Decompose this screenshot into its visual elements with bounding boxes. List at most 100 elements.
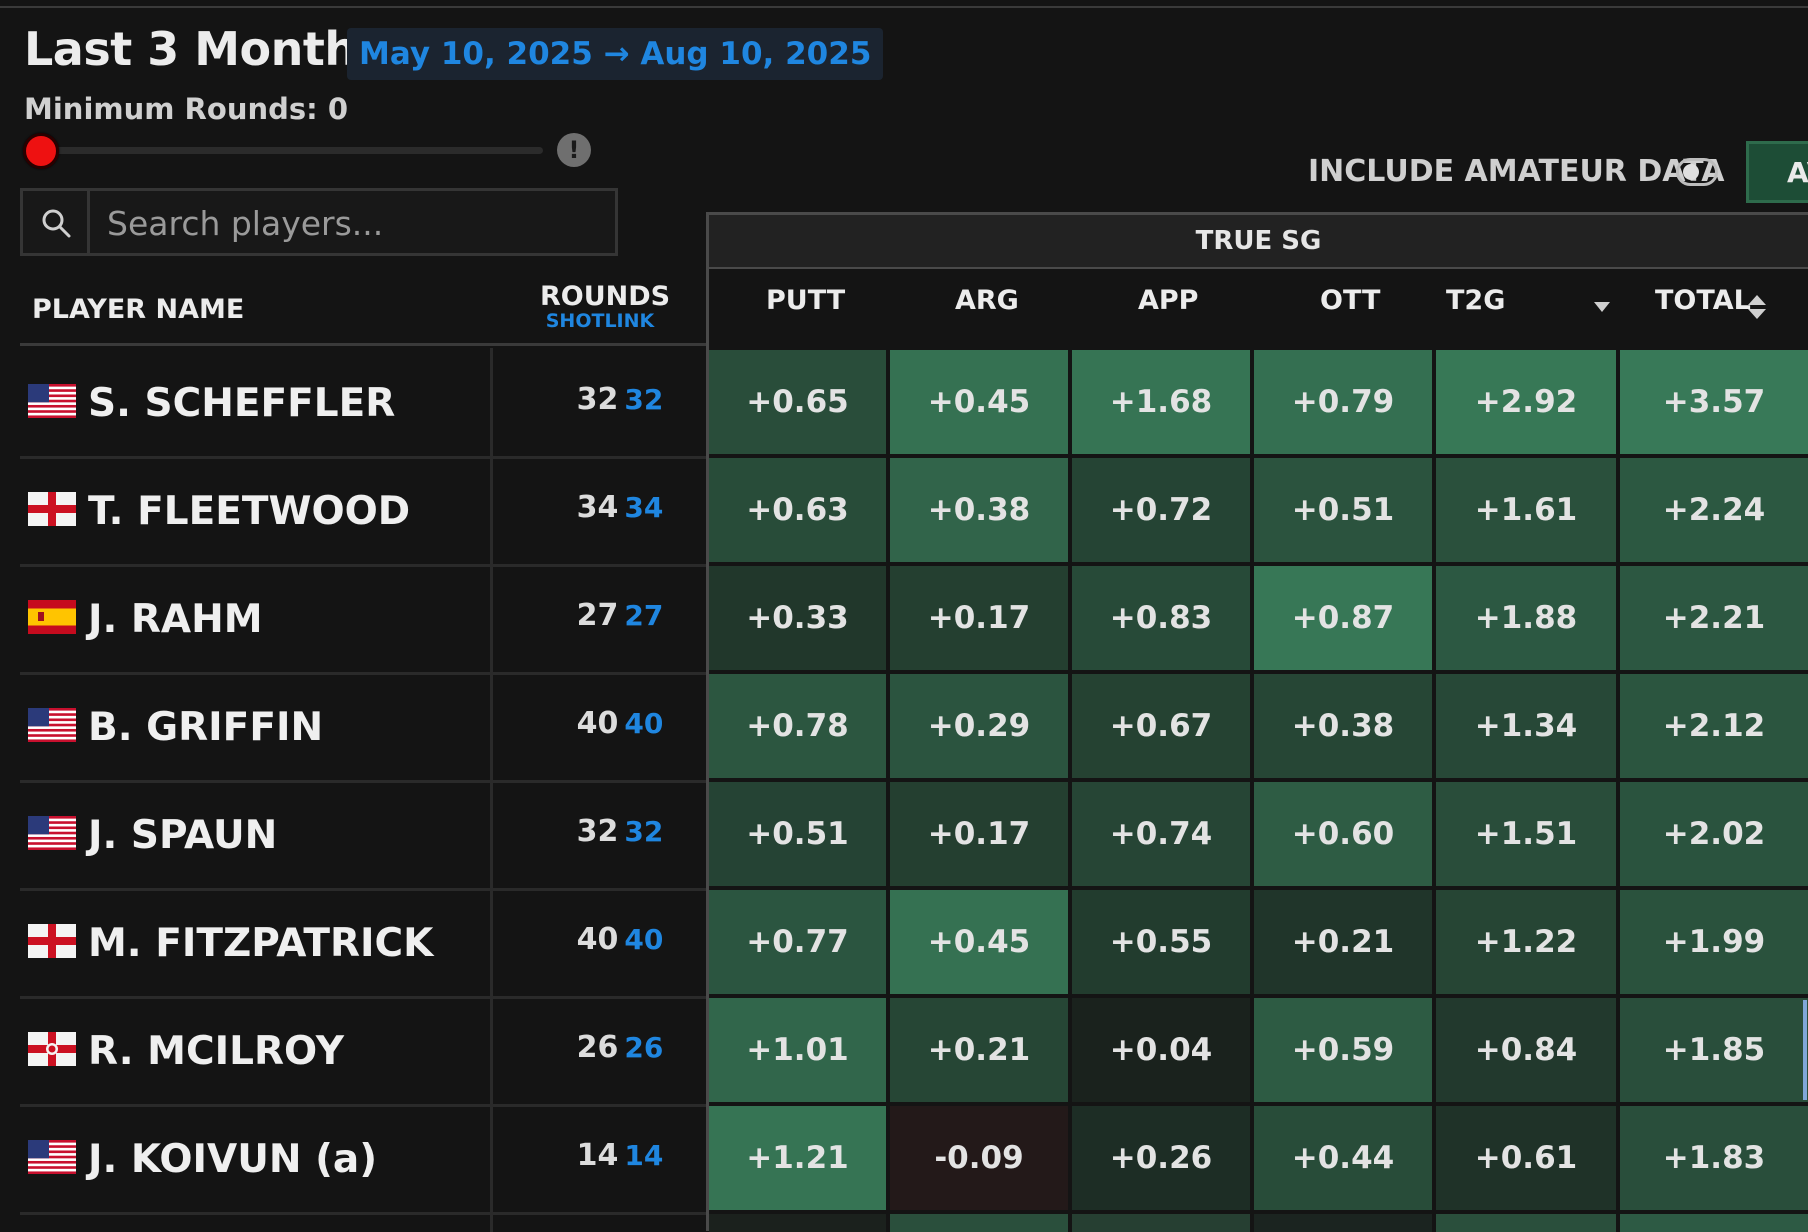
country-flag-icon — [28, 600, 76, 634]
header-divider — [20, 343, 706, 346]
player-name[interactable]: S. SCHEFFLER — [88, 381, 396, 426]
column-header-app[interactable]: APP — [1138, 285, 1199, 316]
sg-arg-cell: -0.09 — [890, 1106, 1068, 1210]
rounds-value: 40 — [576, 922, 619, 957]
true-sg-group-header: TRUE SG — [709, 215, 1808, 269]
rounds-cell: 27 27 — [560, 598, 680, 633]
sg-putt-cell: +1.01 — [709, 998, 886, 1102]
sg-ott-cell: +0.51 — [1254, 458, 1432, 562]
column-divider — [490, 1104, 493, 1212]
table-row[interactable]: S. SCHEFFLER 32 32 — [20, 348, 706, 459]
sg-arg-cell: +0.45 — [890, 350, 1068, 454]
column-header-arg[interactable]: ARG — [955, 285, 1019, 316]
shotlink-rounds-value: 34 — [624, 491, 664, 524]
column-header-rounds[interactable]: ROUNDS SHOTLINK — [540, 281, 670, 332]
include-amateur-label: INCLUDE AMATEUR DATA — [1308, 154, 1725, 189]
column-header-player[interactable]: PLAYER NAME — [32, 294, 245, 325]
include-amateur-toggle[interactable] — [1676, 158, 1718, 186]
sg-putt-cell: +0.51 — [709, 782, 886, 886]
search-icon[interactable] — [23, 191, 90, 253]
sort-toggle-icon[interactable] — [1748, 295, 1768, 323]
player-name[interactable]: B. GRIFFIN — [88, 705, 324, 750]
rounds-cell: 34 34 — [560, 490, 680, 525]
sg-arg-cell: +0.21 — [890, 998, 1068, 1102]
sg-arg-cell: +0.17 — [890, 782, 1068, 886]
sg-arg-cell: +0.17 — [890, 566, 1068, 670]
sg-t2g-cell: +0.61 — [1436, 1106, 1616, 1210]
player-name[interactable]: R. MCILROY — [88, 1029, 344, 1074]
sg-putt-cell: +0.63 — [709, 458, 886, 562]
sg-app-cell: +1.68 — [1072, 350, 1250, 454]
column-header-t2g[interactable]: T2G — [1446, 285, 1506, 316]
table-row[interactable]: R. MCILROY 26 26 — [20, 996, 706, 1107]
sg-app-cell: +0.83 — [1072, 566, 1250, 670]
column-header-ott[interactable]: OTT — [1320, 285, 1381, 316]
avg-button[interactable]: AV — [1746, 141, 1808, 203]
player-name[interactable]: T. FLEETWOOD — [88, 489, 411, 534]
sg-total-cell: +2.02 — [1620, 782, 1808, 886]
min-rounds-slider-thumb[interactable] — [23, 133, 59, 169]
sg-app-cell: +0.74 — [1072, 782, 1250, 886]
table-row[interactable]: T. FLEETWOOD 34 34 — [20, 456, 706, 567]
rounds-header-label: ROUNDS — [540, 281, 671, 312]
rounds-cell: 26 26 — [560, 1030, 680, 1065]
date-range-badge[interactable]: May 10, 2025 → Aug 10, 2025 — [347, 28, 884, 80]
sg-ott-cell: +0.87 — [1254, 566, 1432, 670]
sg-total-cell: +1.85 — [1620, 998, 1808, 1102]
search-box — [20, 188, 618, 256]
sg-ott-cell: +0.79 — [1254, 350, 1432, 454]
sg-t2g-cell: +0.84 — [1436, 998, 1616, 1102]
sg-app-cell: +0.04 — [1072, 998, 1250, 1102]
player-name[interactable]: J. SPAUN — [88, 813, 278, 858]
rounds-cell: 40 40 — [560, 706, 680, 741]
sg-ott-cell: +0.38 — [1254, 674, 1432, 778]
column-divider — [490, 672, 493, 780]
min-rounds-label: Minimum Rounds: 0 — [24, 92, 348, 126]
shotlink-rounds-value: 40 — [624, 923, 664, 956]
table-row[interactable]: J. SPAUN 32 32 — [20, 780, 706, 891]
sg-ott-cell: +0.60 — [1254, 782, 1432, 886]
shotlink-rounds-value: 27 — [624, 599, 664, 632]
sg-total-cell: +2.12 — [1620, 674, 1808, 778]
info-exclamation-icon[interactable]: ! — [557, 133, 591, 167]
player-name[interactable]: M. FITZPATRICK — [88, 921, 434, 966]
sort-desc-icon[interactable] — [1594, 302, 1610, 312]
scrollbar[interactable] — [1803, 1000, 1807, 1100]
country-flag-icon — [28, 384, 76, 419]
rounds-cell: 32 32 — [560, 382, 680, 417]
sg-putt-cell: +1.21 — [709, 1106, 886, 1210]
sg-putt-cell: +0.78 — [709, 674, 886, 778]
table-row[interactable]: J. RAHM 27 27 — [20, 564, 706, 675]
min-rounds-slider-track[interactable] — [40, 147, 543, 154]
column-divider — [490, 456, 493, 564]
sg-total-cell: +1.83 — [1620, 1106, 1808, 1210]
sg-total-cell: +2.24 — [1620, 458, 1808, 562]
sg-cell-partial — [1254, 1214, 1432, 1232]
column-header-total[interactable]: TOTAL — [1655, 285, 1751, 316]
rounds-value: 34 — [576, 490, 619, 525]
country-flag-icon — [28, 1140, 76, 1175]
column-divider — [490, 564, 493, 672]
table-row[interactable]: M. FITZPATRICK 40 40 — [20, 888, 706, 999]
column-header-putt[interactable]: PUTT — [766, 285, 846, 316]
rounds-value: 27 — [576, 598, 619, 633]
shotlink-rounds-value: 14 — [624, 1139, 664, 1172]
sg-app-cell: +0.72 — [1072, 458, 1250, 562]
column-divider — [490, 888, 493, 996]
sg-putt-cell: +0.77 — [709, 890, 886, 994]
country-flag-icon — [28, 492, 76, 526]
rounds-header-sublabel: SHOTLINK — [545, 310, 655, 332]
table-row[interactable] — [20, 1212, 706, 1232]
table-row[interactable]: J. KOIVUN (a) 14 14 — [20, 1104, 706, 1215]
player-name[interactable]: J. KOIVUN (a) — [88, 1137, 378, 1182]
shotlink-rounds-value: 32 — [624, 815, 664, 848]
sg-app-cell: +0.26 — [1072, 1106, 1250, 1210]
search-input[interactable] — [105, 197, 609, 249]
table-row[interactable]: B. GRIFFIN 40 40 — [20, 672, 706, 783]
column-divider — [490, 1212, 493, 1232]
player-name[interactable]: J. RAHM — [88, 597, 263, 642]
sg-cell-partial — [1436, 1214, 1616, 1232]
sg-app-cell: +0.67 — [1072, 674, 1250, 778]
top-border — [0, 6, 1808, 8]
sg-t2g-cell: +1.51 — [1436, 782, 1616, 886]
